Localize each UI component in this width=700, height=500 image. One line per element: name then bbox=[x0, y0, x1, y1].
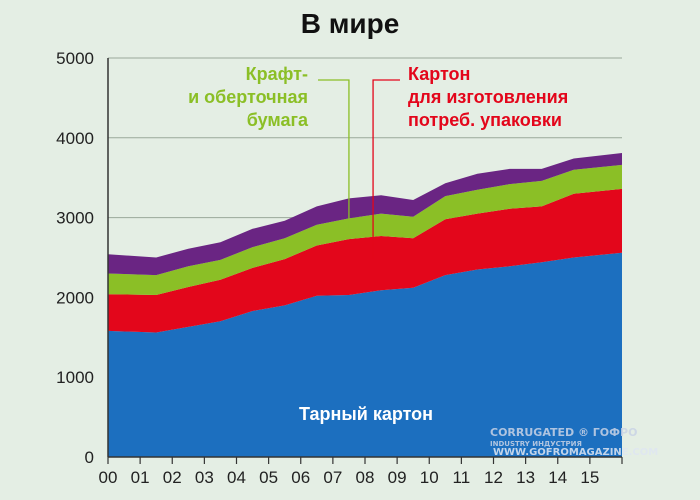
x-tick-label: 05 bbox=[259, 468, 278, 487]
x-tick-label: 02 bbox=[163, 468, 182, 487]
x-tick-label: 04 bbox=[227, 468, 246, 487]
y-tick-label: 5000 bbox=[56, 49, 94, 68]
area-layers bbox=[108, 153, 622, 457]
y-tick-labels: 0 1000 2000 3000 4000 5000 bbox=[56, 49, 94, 467]
x-tick-label: 13 bbox=[516, 468, 535, 487]
x-tick-label: 00 bbox=[99, 468, 118, 487]
watermark-url: WWW.GOFROMAGAZINE.COM bbox=[493, 447, 658, 458]
y-tick-label: 4000 bbox=[56, 129, 94, 148]
x-tick-label: 10 bbox=[420, 468, 439, 487]
label-consumer-carton: для изготовления bbox=[408, 87, 568, 107]
label-kraft-paper: Крафт- bbox=[246, 64, 308, 84]
x-tick-label: 07 bbox=[323, 468, 342, 487]
label-consumer-carton: потреб. упаковки bbox=[408, 110, 562, 130]
area-series-4 bbox=[108, 153, 622, 276]
x-tick-label: 08 bbox=[356, 468, 375, 487]
watermark-line1: CORRUGATED ® ГОФРО bbox=[490, 426, 637, 439]
x-tick-label: 06 bbox=[291, 468, 310, 487]
x-tick-label: 01 bbox=[131, 468, 150, 487]
label-kraft-paper: и оберточная bbox=[188, 87, 308, 107]
x-tick-label: 11 bbox=[453, 468, 471, 487]
leader-consumer-carton bbox=[372, 79, 400, 259]
x-tick-label: 09 bbox=[388, 468, 407, 487]
x-tick-labels: 00 01 02 03 04 05 06 07 08 09 10 11 12 13 14 15 bbox=[99, 457, 623, 487]
x-tick-label: 12 bbox=[484, 468, 503, 487]
x-tick-label: 15 bbox=[580, 468, 599, 487]
watermark: CORRUGATED ® ГОФРО INDUSTRY ИНДУСТРИЯ WW… bbox=[490, 426, 658, 458]
watermark-line2: INDUSTRY ИНДУСТРИЯ bbox=[490, 440, 582, 448]
series-labels: Крафт-и оберточная бумага Картон для изгото… bbox=[188, 64, 568, 424]
area-series-1 bbox=[108, 252, 622, 457]
y-tick-label: 3000 bbox=[56, 209, 94, 228]
label-kraft-paper: бумага bbox=[247, 110, 309, 130]
leader-kraft-paper bbox=[318, 79, 350, 229]
y-tick-label: 0 bbox=[85, 448, 94, 467]
x-tick-label: 03 bbox=[195, 468, 214, 487]
label-consumer-carton: Картон bbox=[408, 64, 470, 84]
chart-title: В мире bbox=[300, 8, 400, 39]
area-series-3 bbox=[108, 164, 622, 295]
annotation-leaders bbox=[318, 79, 400, 259]
label-containerboard: Тарный картон bbox=[299, 404, 433, 424]
y-tick-label: 2000 bbox=[56, 288, 94, 307]
area-series-2 bbox=[108, 188, 622, 333]
y-tick-label: 1000 bbox=[56, 368, 94, 387]
x-tick-label: 14 bbox=[548, 468, 567, 487]
